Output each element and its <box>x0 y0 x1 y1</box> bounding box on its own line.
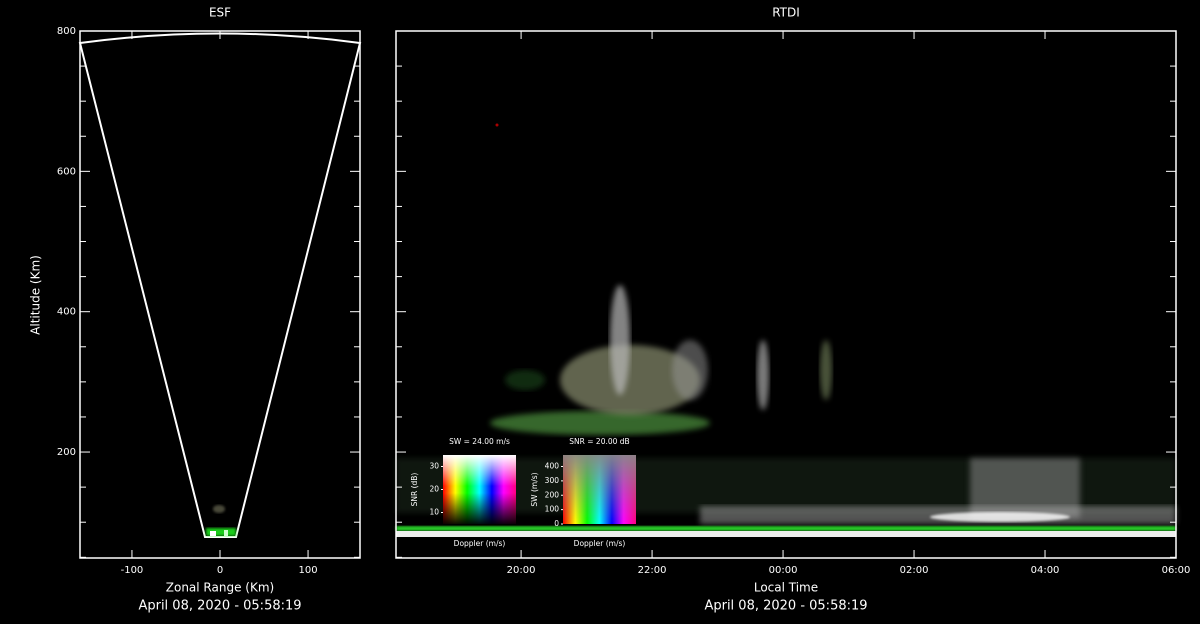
y-axis-label: Altitude (Km) <box>29 255 43 335</box>
plot-frame <box>79 30 361 559</box>
esf-image <box>78 32 362 538</box>
y-tick-label: 800 <box>57 26 76 37</box>
y-tick-label: 600 <box>57 166 76 177</box>
x-tick-label: 00:00 <box>769 565 798 576</box>
inset-x-label: Doppler (m/s) <box>574 539 626 548</box>
timestamp: April 08, 2020 - 05:58:19 <box>138 599 301 614</box>
y-tick-label: 400 <box>57 307 76 318</box>
inset-title: SW = 24.00 m/s <box>449 437 510 446</box>
inset-tick-label: 20 <box>429 485 439 494</box>
rtdi-image <box>396 123 1176 537</box>
inset-tick-label: 300 <box>545 476 560 485</box>
y-tick-label: 200 <box>57 447 76 458</box>
inset-tick-label: 100 <box>545 505 560 514</box>
inset-title: SNR = 20.00 dB <box>569 437 629 446</box>
plot-frame <box>395 30 1177 559</box>
inset-tick-label: 10 <box>429 508 439 517</box>
x-tick-label: 06:00 <box>1162 565 1191 576</box>
inset-tick-label: 200 <box>545 490 560 499</box>
inset-tick-label: 30 <box>429 462 439 471</box>
x-tick-label: 22:00 <box>638 565 667 576</box>
x-tick-label: 100 <box>299 565 318 576</box>
panel-title: RTDI <box>772 6 800 20</box>
x-tick-label: 04:00 <box>1031 565 1060 576</box>
panel-title: ESF <box>209 6 231 20</box>
inset-x-label: Doppler (m/s) <box>454 539 506 548</box>
inset-tick-label: 0 <box>554 519 559 528</box>
inset-y-label: SW (m/s) <box>530 472 539 506</box>
inset-tick-label: 400 <box>545 462 560 471</box>
x-tick-label: 02:00 <box>900 565 929 576</box>
x-tick-label: 20:00 <box>507 565 536 576</box>
x-axis-label: Local Time <box>754 581 818 595</box>
timestamp: April 08, 2020 - 05:58:19 <box>704 599 867 614</box>
x-tick-label: 0 <box>217 565 223 576</box>
inset-y-label: SNR (dB) <box>410 473 419 507</box>
inset-shade <box>443 455 516 524</box>
inset-shade <box>563 455 636 524</box>
x-tick-label: -100 <box>121 565 144 576</box>
x-axis-label: Zonal Range (Km) <box>166 581 274 595</box>
